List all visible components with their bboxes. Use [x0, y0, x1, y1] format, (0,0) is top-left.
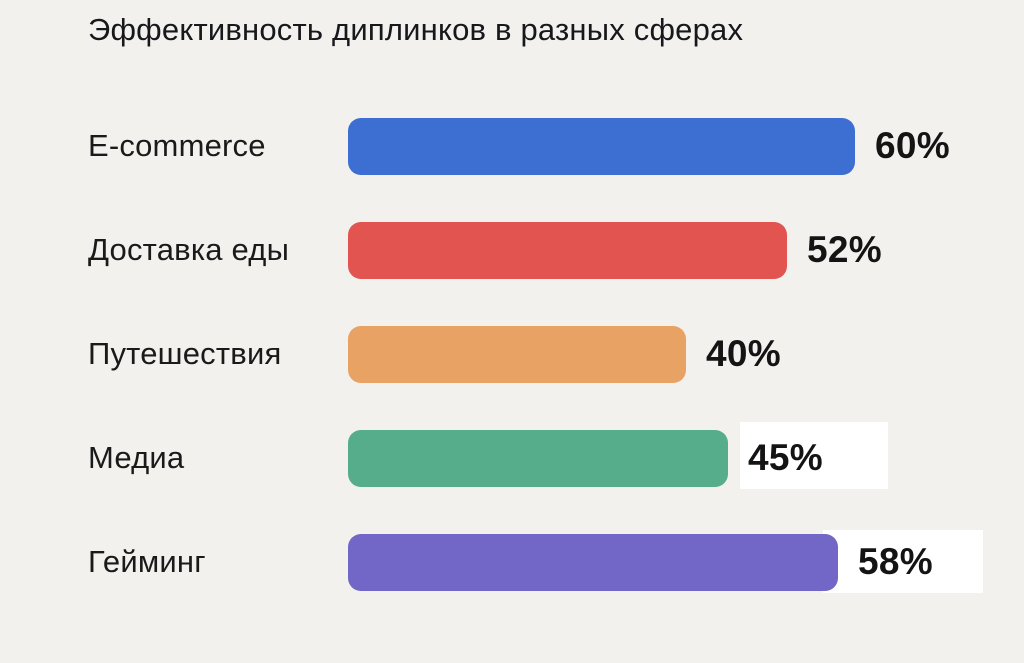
bar-rows: E-commerce 60% Доставка еды 52% Путешест…: [88, 94, 1024, 614]
bar: [348, 221, 787, 279]
bar-area: 58%: [348, 510, 1024, 614]
bar-area: 40%: [348, 302, 1024, 406]
bar: [348, 533, 838, 591]
category-label: Медиа: [88, 440, 185, 475]
bar-row-travel: Путешествия 40%: [88, 302, 1024, 406]
bar-row-food-delivery: Доставка еды 52%: [88, 198, 1024, 302]
bar-row-ecommerce: E-commerce 60%: [88, 94, 1024, 198]
bar-area: 60%: [348, 94, 1024, 198]
label-background-patch: [740, 422, 888, 489]
bar: [348, 429, 728, 487]
chart-title: Эффективность диплинков в разных сферах: [88, 12, 744, 47]
value-label: 40%: [706, 333, 781, 374]
category-label: Гейминг: [88, 544, 206, 579]
bar-row-media: Медиа 45%: [88, 406, 1024, 510]
value-label: 45%: [748, 437, 823, 478]
bar-area: 45%: [348, 406, 1024, 510]
bar: [348, 325, 686, 383]
bar: [348, 117, 855, 175]
bar-area: 52%: [348, 198, 1024, 302]
bar-row-gaming: Гейминг 58%: [88, 510, 1024, 614]
label-background-patch: [823, 530, 983, 593]
category-label: Доставка еды: [88, 232, 290, 267]
value-label: 58%: [858, 541, 933, 582]
category-label: Путешествия: [88, 336, 282, 371]
category-label: E-commerce: [88, 128, 266, 163]
value-label: 52%: [807, 229, 882, 270]
value-label: 60%: [875, 125, 950, 166]
